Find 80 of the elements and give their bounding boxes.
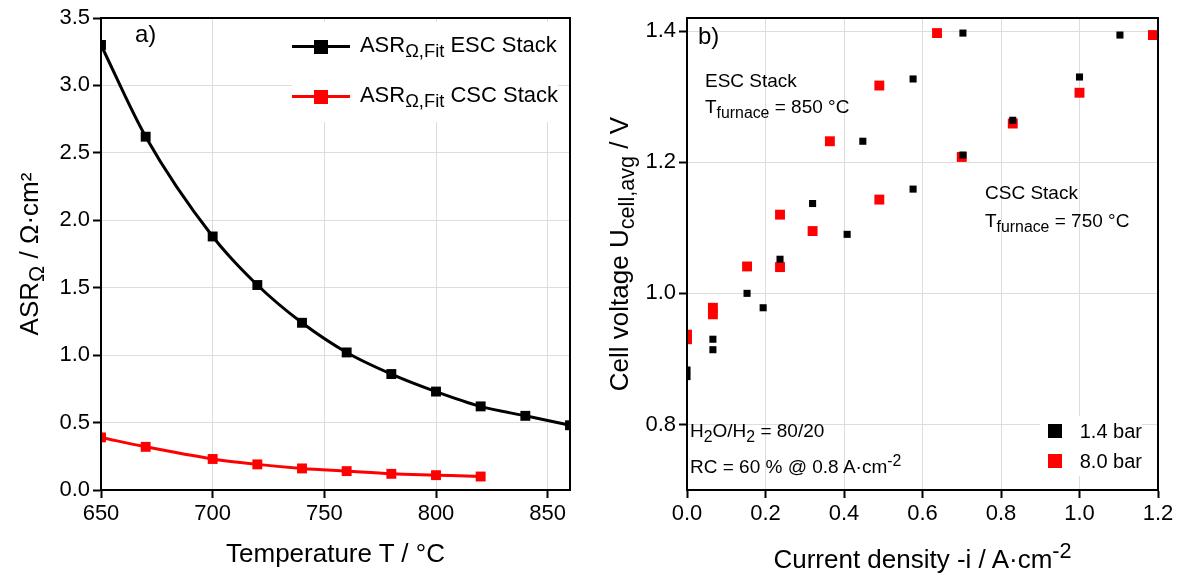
x-tick-label: 0.2 xyxy=(750,500,781,526)
annotation: a) xyxy=(135,20,157,48)
point xyxy=(874,194,885,205)
y-tick-label: 3.5 xyxy=(59,4,90,30)
point xyxy=(709,335,717,343)
point xyxy=(707,309,718,320)
y-tick-label: 1.0 xyxy=(645,279,676,305)
x-tick-label: 1.2 xyxy=(1142,500,1174,526)
point xyxy=(520,410,531,421)
x-tick-label: 0.0 xyxy=(671,500,703,526)
point xyxy=(386,468,397,479)
annotation: ESC Stack xyxy=(705,70,797,92)
y-tick-label: 0.5 xyxy=(59,408,90,434)
x-tick-label: 700 xyxy=(194,500,232,526)
y-tick-label: 2.0 xyxy=(59,206,90,232)
point xyxy=(1074,87,1085,98)
point xyxy=(776,255,784,263)
point xyxy=(207,231,218,242)
legend-label: ASR$_{Ω,Fit}$ ESC Stack xyxy=(359,31,557,63)
point xyxy=(932,28,942,39)
point xyxy=(909,75,917,83)
point xyxy=(859,137,867,145)
legend-label: 1.4 bar xyxy=(1079,419,1142,443)
point xyxy=(431,386,441,397)
point xyxy=(775,262,785,273)
point xyxy=(140,441,151,452)
x-tick-label: 650 xyxy=(82,500,120,526)
annotation: H$_{2}$O/H$_{2}$ = 80/20 xyxy=(690,420,825,446)
point xyxy=(1075,73,1084,81)
point xyxy=(140,131,151,142)
point xyxy=(824,136,835,147)
point xyxy=(297,317,307,328)
point xyxy=(252,459,263,470)
x-axis-title: Current density -i / A·cm$^{-2}$ xyxy=(773,538,1072,575)
point xyxy=(341,466,352,477)
annotation: T$_{furnace}$ = 850 °C xyxy=(705,96,850,122)
point xyxy=(431,470,441,481)
x-tick-label: 1.0 xyxy=(1064,500,1095,526)
point xyxy=(909,185,917,193)
point xyxy=(341,347,352,358)
x-tick-label: 800 xyxy=(417,500,455,526)
y-tick-label: 0.8 xyxy=(645,410,676,436)
point xyxy=(1147,30,1158,40)
point xyxy=(386,369,397,379)
point xyxy=(759,304,767,312)
y-tick-label: 1.0 xyxy=(59,341,90,367)
point xyxy=(959,29,967,37)
legend-label: 8.0 bar xyxy=(1079,449,1142,473)
y-tick-label: 1.2 xyxy=(645,148,676,174)
annotation: b) xyxy=(698,22,720,50)
x-tick-label: 850 xyxy=(529,500,567,526)
y-tick-label: 0.0 xyxy=(59,476,90,502)
y-tick-label: 3.0 xyxy=(59,71,90,97)
point xyxy=(742,261,752,272)
y-tick-label: 2.5 xyxy=(59,138,90,164)
x-tick-label: 750 xyxy=(305,500,343,526)
point xyxy=(297,463,307,474)
point xyxy=(475,401,486,412)
point xyxy=(743,289,751,297)
point xyxy=(709,346,717,354)
point xyxy=(843,230,851,238)
point xyxy=(475,471,486,482)
x-tick-label: 0.4 xyxy=(828,500,860,526)
point xyxy=(1116,31,1124,39)
point xyxy=(807,226,818,237)
x-axis-title: Temperature T / °C xyxy=(226,538,445,569)
point xyxy=(1009,116,1017,124)
annotation: RC = 60 % @ 0.8 A·cm$^{-2}$ xyxy=(690,452,902,479)
point xyxy=(207,454,218,464)
point xyxy=(252,280,263,290)
y-tick-label: 1.4 xyxy=(645,17,676,43)
point xyxy=(874,80,885,91)
y-tick-label: 1.5 xyxy=(59,273,90,299)
x-tick-label: 0.8 xyxy=(985,500,1017,526)
point xyxy=(809,199,817,208)
point xyxy=(775,209,785,220)
annotation: CSC Stack xyxy=(985,182,1078,204)
annotation: T$_{furnace}$ = 750 °C xyxy=(985,210,1130,236)
x-tick-label: 0.6 xyxy=(907,500,938,526)
legend-label: ASR$_{Ω,Fit}$ CSC Stack xyxy=(359,81,558,113)
